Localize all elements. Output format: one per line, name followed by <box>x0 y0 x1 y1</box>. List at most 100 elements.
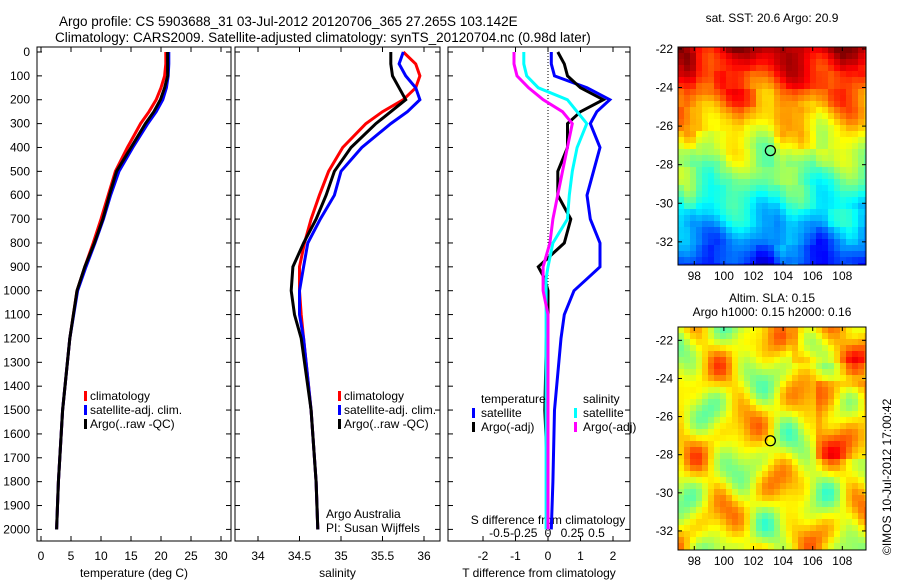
map-cell <box>750 519 756 525</box>
map-cell <box>726 155 732 161</box>
map-cell <box>834 59 840 65</box>
map-cell <box>756 137 762 143</box>
map-cell <box>834 441 840 447</box>
map-cell <box>798 131 804 137</box>
map-cell <box>726 453 732 459</box>
map-cell <box>702 125 708 131</box>
map-cell <box>756 339 762 345</box>
map-cell <box>804 339 810 345</box>
map-cell <box>696 387 702 393</box>
map-cell <box>786 227 792 233</box>
map-cell <box>750 161 756 167</box>
map-cell <box>702 215 708 221</box>
depth-tick-label: 700 <box>10 212 30 226</box>
map-cell <box>768 363 774 369</box>
map-cell <box>810 137 816 143</box>
map-cell <box>774 483 780 489</box>
map-cell <box>678 387 684 393</box>
map-cell <box>780 239 786 245</box>
map-cell <box>852 423 858 429</box>
map-cell <box>750 525 756 531</box>
map-cell <box>858 83 864 89</box>
map-cell <box>858 417 864 423</box>
map-cell <box>690 411 696 417</box>
map-cell <box>756 227 762 233</box>
map-cell <box>756 519 762 525</box>
map-cell <box>696 381 702 387</box>
map-cell <box>804 113 810 119</box>
map-cell <box>732 263 738 265</box>
map-cell <box>726 465 732 471</box>
map-cell <box>678 423 684 429</box>
map-cell <box>750 537 756 543</box>
map-cell <box>858 89 864 95</box>
legend-label: climatology <box>344 389 404 403</box>
map-cell <box>738 459 744 465</box>
map-cell <box>744 363 750 369</box>
map-cell <box>702 89 708 95</box>
map-cell <box>852 513 858 519</box>
map-cell <box>834 339 840 345</box>
map-cell <box>852 77 858 83</box>
map-cell <box>864 543 866 549</box>
map-cell <box>786 107 792 113</box>
map-cell <box>768 233 774 239</box>
map-cell <box>708 125 714 131</box>
map-cell <box>792 495 798 501</box>
map-cell <box>852 191 858 197</box>
map-cell <box>822 357 828 363</box>
map-cell <box>804 53 810 59</box>
map-cell <box>744 525 750 531</box>
map-cell <box>756 471 762 477</box>
map-cell <box>732 197 738 203</box>
map-cell <box>738 351 744 357</box>
map-cell <box>684 537 690 543</box>
map-cell <box>840 245 846 251</box>
map-cell <box>792 221 798 227</box>
map-cell <box>756 435 762 441</box>
map-cell <box>756 185 762 191</box>
map-cell <box>732 405 738 411</box>
map-cell <box>762 501 768 507</box>
map-cell <box>768 339 774 345</box>
map-cell <box>696 143 702 149</box>
map-cell <box>720 245 726 251</box>
map-cell <box>858 185 864 191</box>
map-cell <box>792 471 798 477</box>
map-cell <box>864 119 866 125</box>
map-cell <box>732 447 738 453</box>
map-cell <box>792 519 798 525</box>
map-cell <box>708 77 714 83</box>
map-cell <box>708 429 714 435</box>
map-cell <box>696 119 702 125</box>
map-cell <box>774 411 780 417</box>
map-cell <box>828 107 834 113</box>
map-cell <box>702 161 708 167</box>
map-cell <box>858 77 864 83</box>
map-cell <box>828 89 834 95</box>
map-cell <box>702 333 708 339</box>
map-cell <box>852 167 858 173</box>
map-cell <box>834 543 840 549</box>
map-cell <box>768 137 774 143</box>
map-cell <box>816 387 822 393</box>
map-cell <box>750 59 756 65</box>
map-cell <box>744 101 750 107</box>
map-cell <box>720 71 726 77</box>
map-cell <box>798 483 804 489</box>
map-cell <box>762 161 768 167</box>
map-cell <box>828 59 834 65</box>
map-cell <box>762 405 768 411</box>
map-cell <box>738 131 744 137</box>
map-cell <box>864 125 866 131</box>
map-cell <box>750 339 756 345</box>
map-cell <box>762 239 768 245</box>
map-cell <box>780 345 786 351</box>
map-cell <box>720 53 726 59</box>
map-cell <box>738 59 744 65</box>
map-cell <box>678 197 684 203</box>
map-cell <box>702 363 708 369</box>
map-cell <box>816 101 822 107</box>
map-cell <box>714 77 720 83</box>
map-cell <box>684 155 690 161</box>
